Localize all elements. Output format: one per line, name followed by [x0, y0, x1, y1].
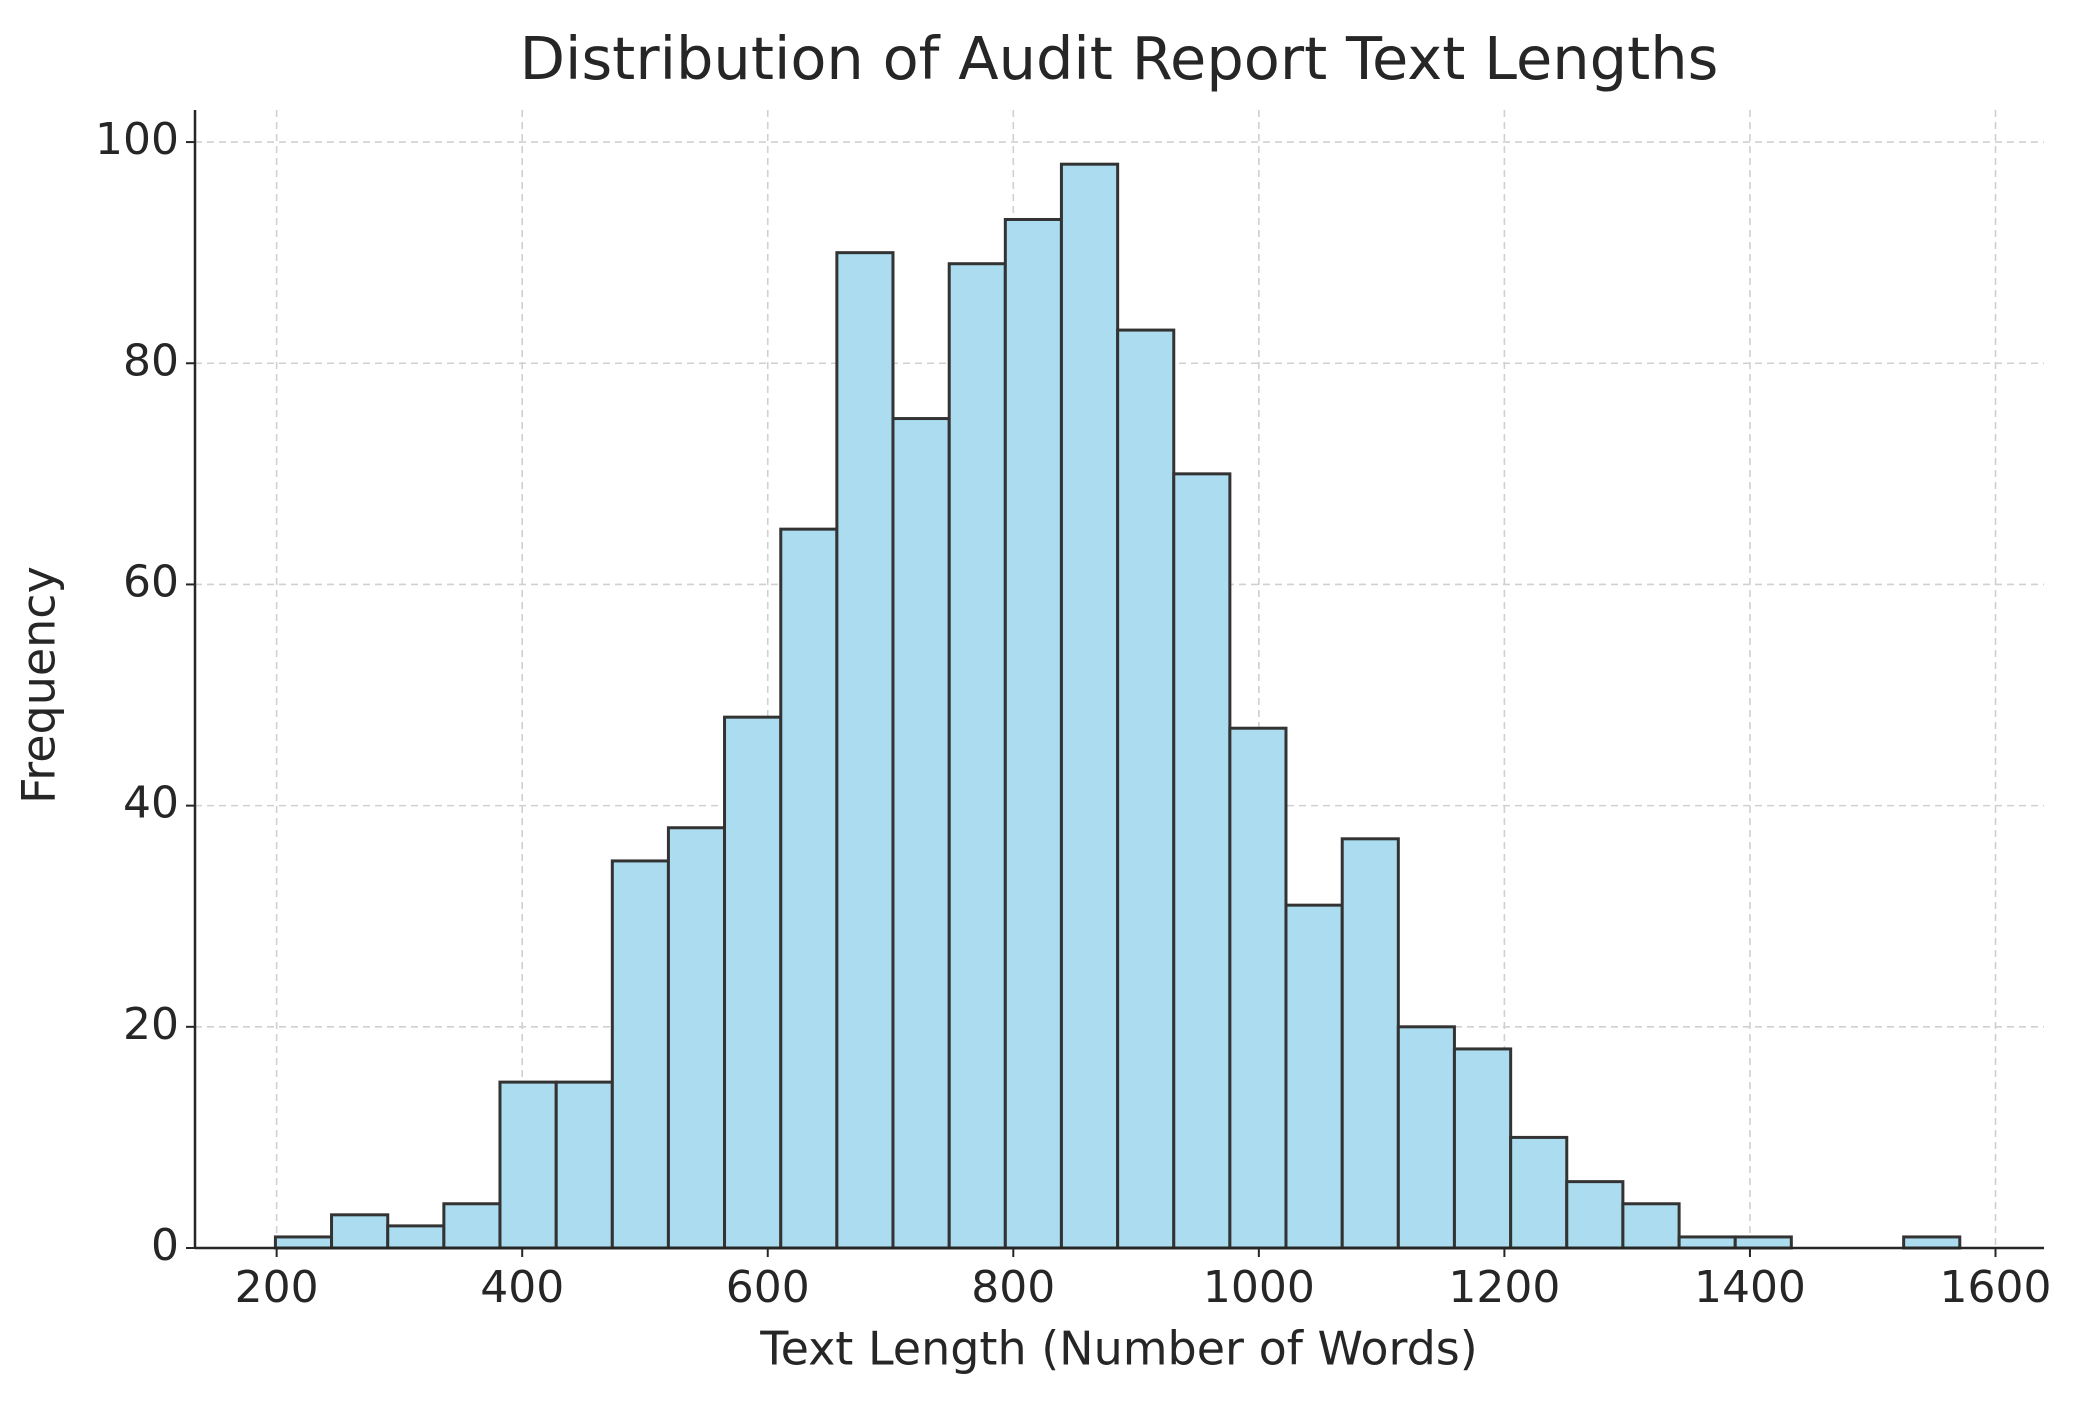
bar — [1228, 726, 1288, 1250]
x-tick-label: 600 — [726, 1262, 810, 1313]
y-axis-label: Frequency — [12, 566, 66, 804]
x-axis-label: Text Length (Number of Words) — [759, 1322, 1477, 1376]
bar — [1003, 217, 1063, 1250]
y-tick-label: 0 — [151, 1220, 179, 1271]
x-tick-label: 1000 — [1203, 1262, 1315, 1313]
y-tick-label: 20 — [123, 999, 179, 1050]
bar — [498, 1080, 558, 1250]
bar — [1284, 903, 1344, 1250]
bar — [610, 859, 670, 1250]
bar — [891, 417, 951, 1250]
bar — [723, 715, 783, 1250]
bar — [1902, 1235, 1962, 1250]
bar — [1565, 1180, 1625, 1250]
y-tick-label: 40 — [123, 778, 179, 829]
bar — [1677, 1235, 1737, 1250]
bar — [1059, 162, 1120, 1250]
x-tick-label: 1400 — [1694, 1262, 1806, 1313]
bar — [666, 826, 727, 1250]
bar — [273, 1235, 334, 1250]
bar — [1396, 1025, 1456, 1250]
x-tick-label: 1200 — [1448, 1262, 1560, 1313]
bar — [947, 262, 1007, 1250]
bar — [1116, 328, 1176, 1250]
x-tick-label: 400 — [480, 1262, 564, 1313]
bar — [1509, 1135, 1569, 1250]
bar — [1621, 1202, 1681, 1250]
bar — [779, 527, 839, 1250]
bar — [1340, 837, 1400, 1250]
bar — [386, 1224, 446, 1250]
bar — [835, 251, 895, 1250]
x-tick-label: 1600 — [1940, 1262, 2052, 1313]
bar — [1172, 472, 1232, 1250]
bar — [1733, 1235, 1793, 1250]
bar — [554, 1080, 614, 1250]
bar — [442, 1202, 502, 1250]
chart-title: Distribution of Audit Report Text Length… — [520, 24, 1719, 93]
y-tick-label: 60 — [123, 556, 179, 607]
y-tick-label: 100 — [95, 114, 179, 165]
y-tick-label: 80 — [123, 335, 179, 386]
bar — [330, 1213, 390, 1250]
x-tick-label: 800 — [971, 1262, 1055, 1313]
bar — [1452, 1047, 1513, 1250]
x-tick-label: 200 — [235, 1262, 319, 1313]
